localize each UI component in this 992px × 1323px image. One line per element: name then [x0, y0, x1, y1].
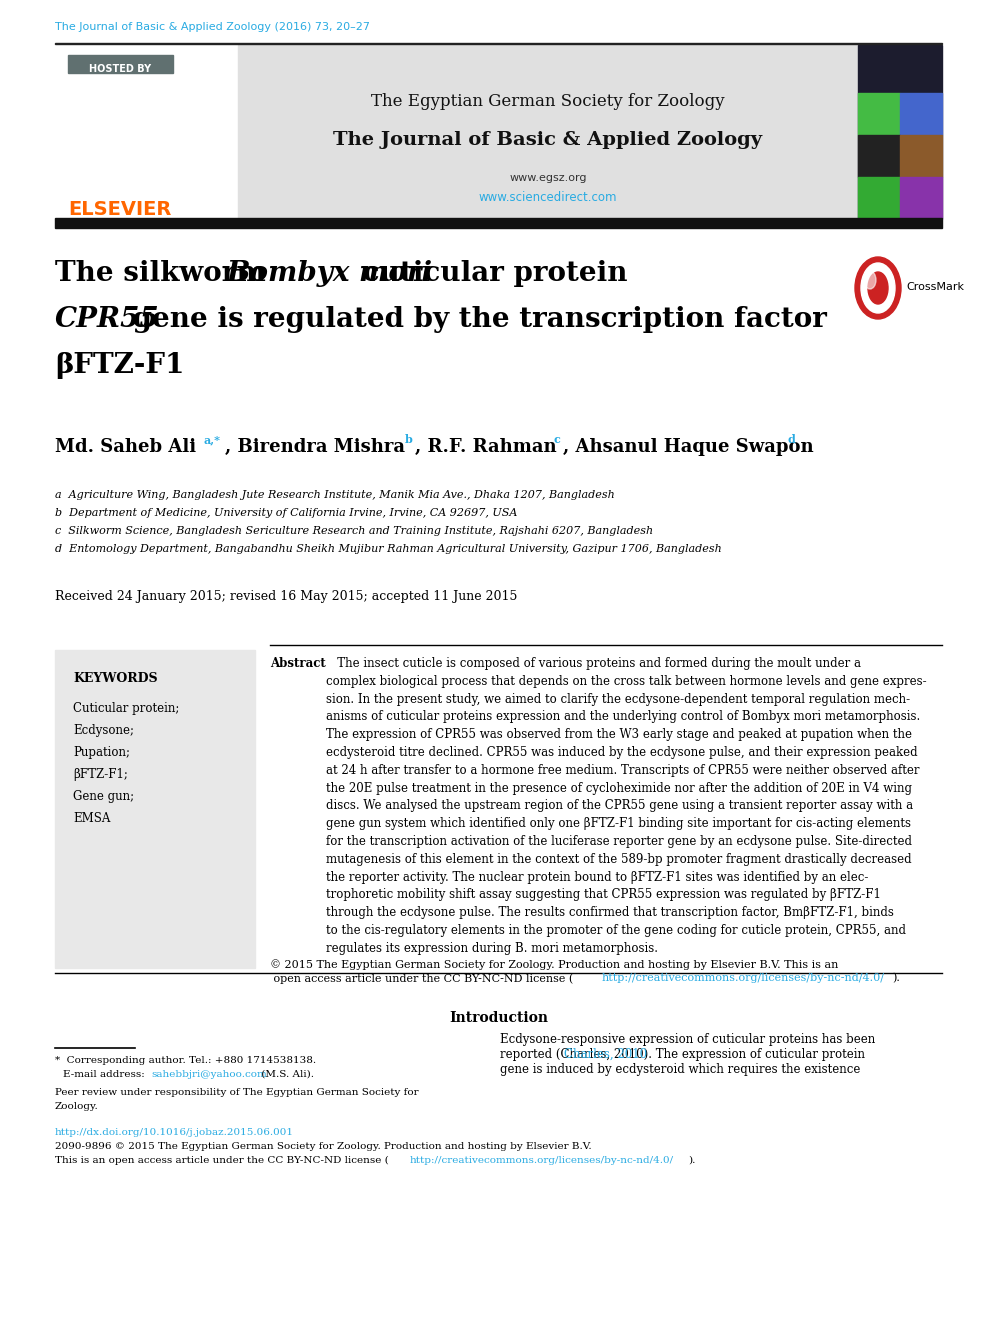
Text: Ecdysone-responsive expression of cuticular proteins has been: Ecdysone-responsive expression of cuticu… — [500, 1033, 875, 1046]
Text: Cuticular protein;: Cuticular protein; — [73, 703, 180, 714]
Text: Pupation;: Pupation; — [73, 746, 130, 759]
Text: This is an open access article under the CC BY-NC-ND license (: This is an open access article under the… — [55, 1156, 389, 1166]
Text: Peer review under responsibility of The Egyptian German Society for: Peer review under responsibility of The … — [55, 1088, 419, 1097]
Text: Received 24 January 2015; revised 16 May 2015; accepted 11 June 2015: Received 24 January 2015; revised 16 May… — [55, 590, 518, 603]
Text: ).: ). — [892, 972, 900, 983]
Text: βFTZ-F1: βFTZ-F1 — [55, 352, 185, 378]
Text: The Egyptian German Society for Zoology: The Egyptian German Society for Zoology — [371, 93, 725, 110]
Text: a  Agriculture Wing, Bangladesh Jute Research Institute, Manik Mia Ave., Dhaka 1: a Agriculture Wing, Bangladesh Jute Rese… — [55, 490, 615, 500]
Bar — [55, 45, 238, 218]
Bar — [858, 45, 942, 218]
Text: The Journal of Basic & Applied Zoology (2016) 73, 20–27: The Journal of Basic & Applied Zoology (… — [55, 22, 370, 32]
Text: Abstract: Abstract — [270, 658, 325, 669]
Text: d: d — [788, 434, 796, 445]
Text: Bombyx mori: Bombyx mori — [227, 261, 433, 287]
Text: , Birendra Mishra: , Birendra Mishra — [225, 438, 412, 456]
Text: Introduction: Introduction — [449, 1011, 548, 1025]
Text: b  Department of Medicine, University of California Irvine, Irvine, CA 92697, US: b Department of Medicine, University of … — [55, 508, 518, 519]
Bar — [238, 45, 858, 218]
Ellipse shape — [855, 257, 901, 319]
Text: CPR55: CPR55 — [55, 306, 160, 333]
Text: a,*: a,* — [203, 434, 220, 445]
Text: , Ahsanul Haque Swapon: , Ahsanul Haque Swapon — [563, 438, 819, 456]
Bar — [900, 177, 942, 220]
Text: E-mail address:: E-mail address: — [63, 1070, 148, 1080]
Bar — [68, 56, 173, 73]
Text: Zoology.: Zoology. — [55, 1102, 99, 1111]
Text: ).: ). — [688, 1156, 695, 1166]
Ellipse shape — [864, 271, 876, 288]
Text: gene is regulated by the transcription factor: gene is regulated by the transcription f… — [123, 306, 827, 333]
Text: open access article under the CC BY-NC-ND license (: open access article under the CC BY-NC-N… — [270, 972, 573, 983]
Text: , R.F. Rahman: , R.F. Rahman — [415, 438, 562, 456]
Text: The insect cuticle is composed of various proteins and formed during the moult u: The insect cuticle is composed of variou… — [326, 658, 927, 955]
Text: Ecdysone;: Ecdysone; — [73, 724, 134, 737]
Text: Md. Saheb Ali: Md. Saheb Ali — [55, 438, 202, 456]
Ellipse shape — [861, 263, 895, 314]
Text: CrossMark: CrossMark — [906, 282, 964, 292]
Text: KEYWORDS: KEYWORDS — [73, 672, 158, 685]
Bar — [858, 93, 900, 135]
Text: The silkworm: The silkworm — [55, 261, 276, 287]
Text: HOSTED BY: HOSTED BY — [89, 64, 151, 74]
Text: 2090-9896 © 2015 The Egyptian German Society for Zoology. Production and hosting: 2090-9896 © 2015 The Egyptian German Soc… — [55, 1142, 591, 1151]
Ellipse shape — [868, 273, 888, 304]
Text: reported (Charles, 2010). The expression of cuticular protein: reported (Charles, 2010). The expression… — [500, 1048, 865, 1061]
Text: βFTZ-F1;: βFTZ-F1; — [73, 767, 128, 781]
Text: http://creativecommons.org/licenses/by-nc-nd/4.0/: http://creativecommons.org/licenses/by-n… — [602, 972, 885, 983]
Text: ELSEVIER: ELSEVIER — [68, 200, 172, 220]
Text: gene is induced by ecdysteroid which requires the existence: gene is induced by ecdysteroid which req… — [500, 1062, 860, 1076]
Bar — [900, 135, 942, 177]
Text: d  Entomology Department, Bangabandhu Sheikh Mujibur Rahman Agricultural Univers: d Entomology Department, Bangabandhu She… — [55, 544, 722, 554]
Bar — [55, 218, 942, 228]
Text: c  Silkworm Science, Bangladesh Sericulture Research and Training Institute, Raj: c Silkworm Science, Bangladesh Sericultu… — [55, 527, 653, 536]
Text: © 2015 The Egyptian German Society for Zoology. Production and hosting by Elsevi: © 2015 The Egyptian German Society for Z… — [270, 959, 838, 970]
Text: c: c — [553, 434, 559, 445]
Bar — [858, 135, 900, 177]
Text: sahebbjri@yahoo.com: sahebbjri@yahoo.com — [151, 1070, 267, 1080]
Text: Charles, 2010: Charles, 2010 — [564, 1048, 647, 1061]
Text: The Journal of Basic & Applied Zoology: The Journal of Basic & Applied Zoology — [333, 131, 763, 149]
Text: *  Corresponding author. Tel.: +880 1714538138.: * Corresponding author. Tel.: +880 17145… — [55, 1056, 316, 1065]
Text: EMSA: EMSA — [73, 812, 110, 826]
Text: http://creativecommons.org/licenses/by-nc-nd/4.0/: http://creativecommons.org/licenses/by-n… — [410, 1156, 675, 1166]
Text: http://dx.doi.org/10.1016/j.jobaz.2015.06.001: http://dx.doi.org/10.1016/j.jobaz.2015.0… — [55, 1129, 294, 1136]
Bar — [900, 93, 942, 135]
Text: (M.S. Ali).: (M.S. Ali). — [258, 1070, 314, 1080]
Text: cuticular protein: cuticular protein — [353, 261, 628, 287]
Text: Gene gun;: Gene gun; — [73, 790, 134, 803]
Bar — [55, 650, 255, 968]
Bar — [858, 177, 900, 220]
Bar — [55, 42, 942, 44]
Text: b: b — [405, 434, 413, 445]
Text: www.egsz.org: www.egsz.org — [509, 173, 586, 183]
Text: www.sciencedirect.com: www.sciencedirect.com — [479, 191, 617, 204]
